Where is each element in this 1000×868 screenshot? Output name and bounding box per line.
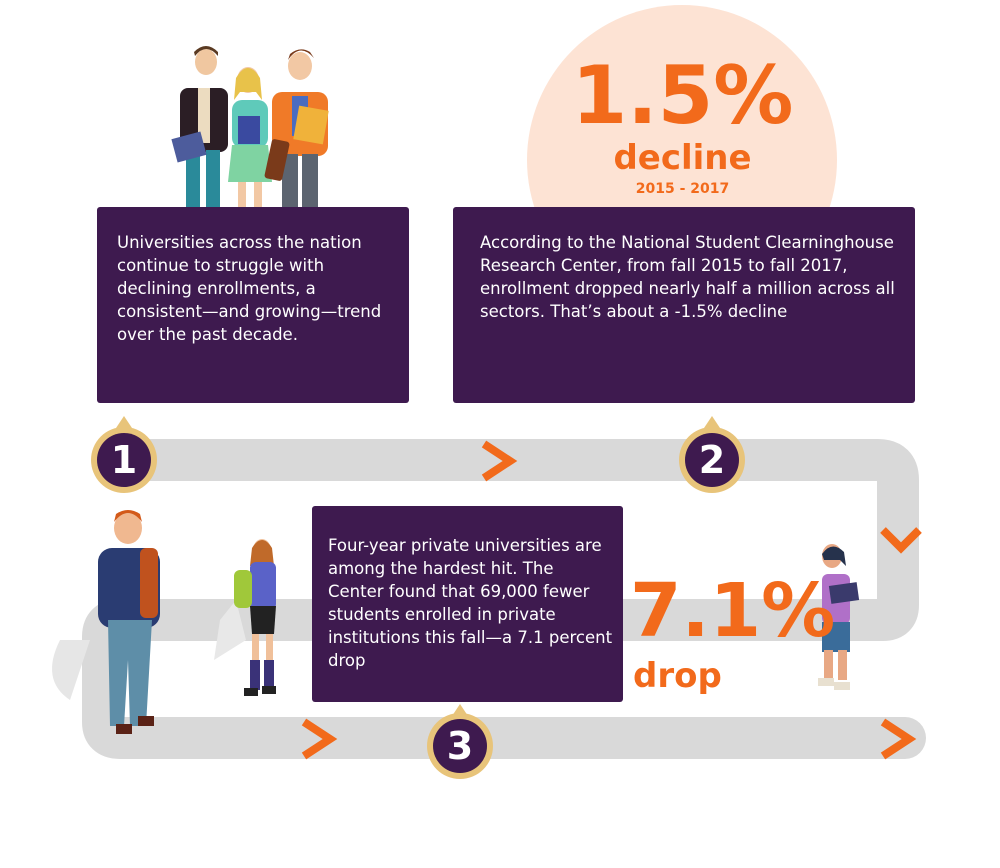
step-1-number: 1 bbox=[110, 438, 138, 482]
step-2-card: According to the National Student Clearn… bbox=[453, 207, 915, 403]
girl-with-phone-illustration bbox=[818, 544, 860, 690]
chevron-down-icon bbox=[880, 527, 922, 554]
decline-stat-label: decline bbox=[613, 138, 752, 178]
decline-stat-value: 1.5% bbox=[571, 49, 794, 142]
walking-student-illustration bbox=[52, 510, 160, 734]
decline-stat-period: 2015 - 2017 bbox=[635, 181, 730, 197]
step-2-text: According to the National Student Clearn… bbox=[480, 233, 895, 321]
step-1-card: Universities across the nation continue … bbox=[97, 207, 409, 403]
step-1-badge bbox=[91, 416, 157, 493]
chevron-right-icon bbox=[301, 718, 338, 760]
step-1-text: Universities across the nation continue … bbox=[117, 233, 382, 344]
drop-stat-label: drop bbox=[633, 656, 722, 696]
step-2-number: 2 bbox=[698, 438, 726, 482]
step-3-text: Four-year private universities are among… bbox=[328, 536, 613, 670]
drop-stat-value: 7.1% bbox=[630, 568, 836, 654]
chevron-right-icon bbox=[880, 718, 917, 760]
step-2-badge bbox=[679, 416, 745, 493]
chevron-right-icon bbox=[481, 440, 518, 482]
step-3-card: Four-year private universities are among… bbox=[312, 506, 623, 702]
student-group-illustration bbox=[171, 46, 329, 208]
girl-with-backpack-illustration bbox=[214, 539, 276, 696]
step-3-number: 3 bbox=[446, 724, 474, 768]
step-3-badge bbox=[427, 704, 493, 779]
